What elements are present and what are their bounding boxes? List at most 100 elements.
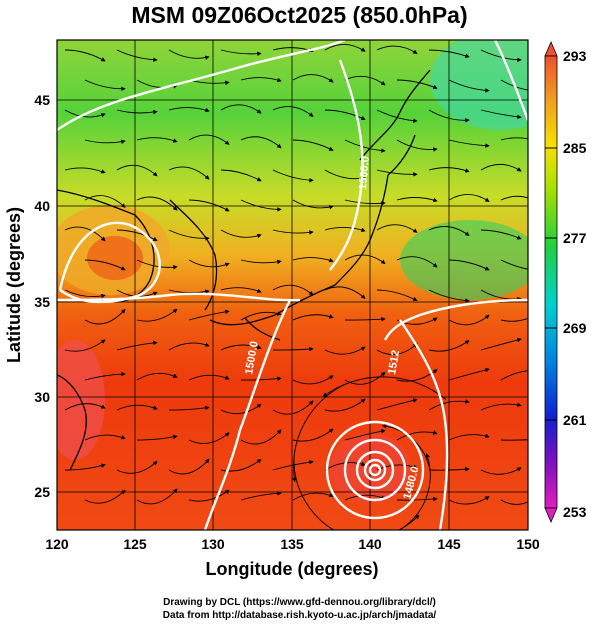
streamline [220,169,262,182]
streamline [428,399,470,411]
streamline [188,309,230,321]
streamline [116,404,158,411]
streamline [272,284,314,296]
streamline [116,49,158,62]
streamline [136,372,178,381]
streamline [344,494,386,501]
y-tick-label: 30 [34,389,50,405]
streamline [324,109,366,120]
streamline [64,289,106,299]
streamline [168,49,210,60]
streamline [220,344,262,351]
colorbar: 293 285 277 269 261 253 [544,40,587,524]
streamline [480,229,522,240]
streamline [396,496,438,502]
streamline [344,254,386,265]
streamline [220,104,262,114]
y-axis-label: Latitude (degrees) [4,207,24,363]
streamline [272,106,314,117]
colorbar-tick: 277 [563,230,587,246]
credits: Drawing by DCL (https://www.gfd-dennou.o… [0,596,599,622]
streamline [292,314,334,321]
streamline [448,496,490,505]
streamline [272,459,314,471]
streamline [480,109,522,120]
streamline [344,371,386,385]
streamline [448,194,490,202]
streamline [324,44,366,52]
streamline [64,339,106,352]
x-tick-label: 125 [123,536,147,552]
streamline [448,367,490,381]
x-tick-label: 145 [437,536,461,552]
y-tick-label: 45 [34,92,50,108]
streamline [324,227,366,232]
contour-label: 1512 [386,349,402,375]
streamline [64,167,106,174]
streamline [116,229,158,241]
streamline [188,134,230,145]
y-tick-label: 40 [34,198,50,214]
streamline [376,224,418,233]
streamline [403,453,431,528]
streamline [116,340,158,351]
streamline [376,109,418,123]
contour-label: 1500.0 [243,340,261,375]
streamline [240,199,282,212]
streamline [500,439,528,441]
streamline [168,166,210,180]
streamline [188,489,230,502]
wind-streamlines [64,44,528,530]
streamline [331,514,420,530]
streamline [136,488,178,505]
x-tick-label: 150 [516,536,540,552]
streamline [84,139,126,145]
streamline [428,467,470,472]
streamline [396,256,438,268]
streamline [168,229,210,241]
streamline [240,259,282,265]
streamline [396,369,438,382]
streamline [116,109,158,115]
streamline [500,137,528,141]
streamline [220,49,262,57]
streamline [448,314,490,326]
streamline [220,403,262,415]
streamline [448,79,490,93]
x-tick-label: 135 [280,536,304,552]
y-tick-labels: 25 30 35 40 45 [34,92,50,500]
streamline [136,434,178,441]
plot-frame [56,39,529,531]
streamline [116,460,158,474]
streamline [428,289,470,303]
streamline [480,402,522,411]
streamline [292,199,334,210]
streamline [64,403,106,411]
streamline [324,346,366,355]
streamline [428,226,470,236]
streamline [272,346,314,352]
streamline [240,429,282,445]
colorbar-tick: 285 [563,140,587,156]
streamline [293,457,335,530]
streamline [240,136,282,149]
streamline [188,199,230,212]
streamline [84,308,126,325]
colorbar-tick: 293 [563,48,587,64]
streamline [396,139,438,152]
streamline [136,308,178,322]
x-tick-label: 120 [45,536,69,552]
streamline [292,492,334,501]
colorbar-tick: 253 [563,504,587,520]
x-axis-label: Longitude (degrees) [205,559,378,579]
streamline [188,432,230,444]
streamline [272,400,314,415]
streamline [376,398,418,411]
streamline [448,259,490,271]
streamline [84,79,126,92]
streamline [376,289,418,302]
streamline [84,195,126,208]
streamline [168,342,210,351]
streamline [64,226,106,242]
